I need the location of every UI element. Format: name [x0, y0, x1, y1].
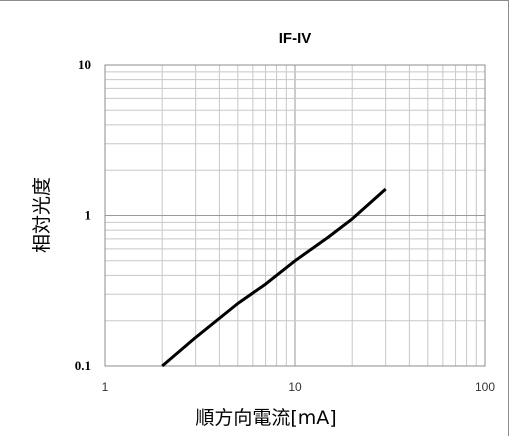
x-axis-label: 順方向電流[mA] [195, 407, 336, 429]
series-layer [161, 187, 387, 368]
x-tick-label: 1 [102, 380, 109, 394]
plot-border [104, 64, 486, 367]
grid [105, 65, 485, 366]
x-axis-ticks: 1 10 100 [102, 380, 496, 394]
x-tick-label: 10 [288, 380, 302, 394]
y-tick-label: 10 [78, 57, 91, 72]
y-axis-ticks: 0.1 1 10 [75, 57, 91, 373]
y-tick-label: 1 [85, 208, 92, 223]
x-tick-label: 100 [475, 380, 495, 394]
chart-title: IF-IV [279, 30, 312, 47]
y-tick-label: 0.1 [75, 358, 91, 373]
series-line [161, 187, 387, 368]
y-axis-label: 相対光度 [31, 177, 53, 253]
